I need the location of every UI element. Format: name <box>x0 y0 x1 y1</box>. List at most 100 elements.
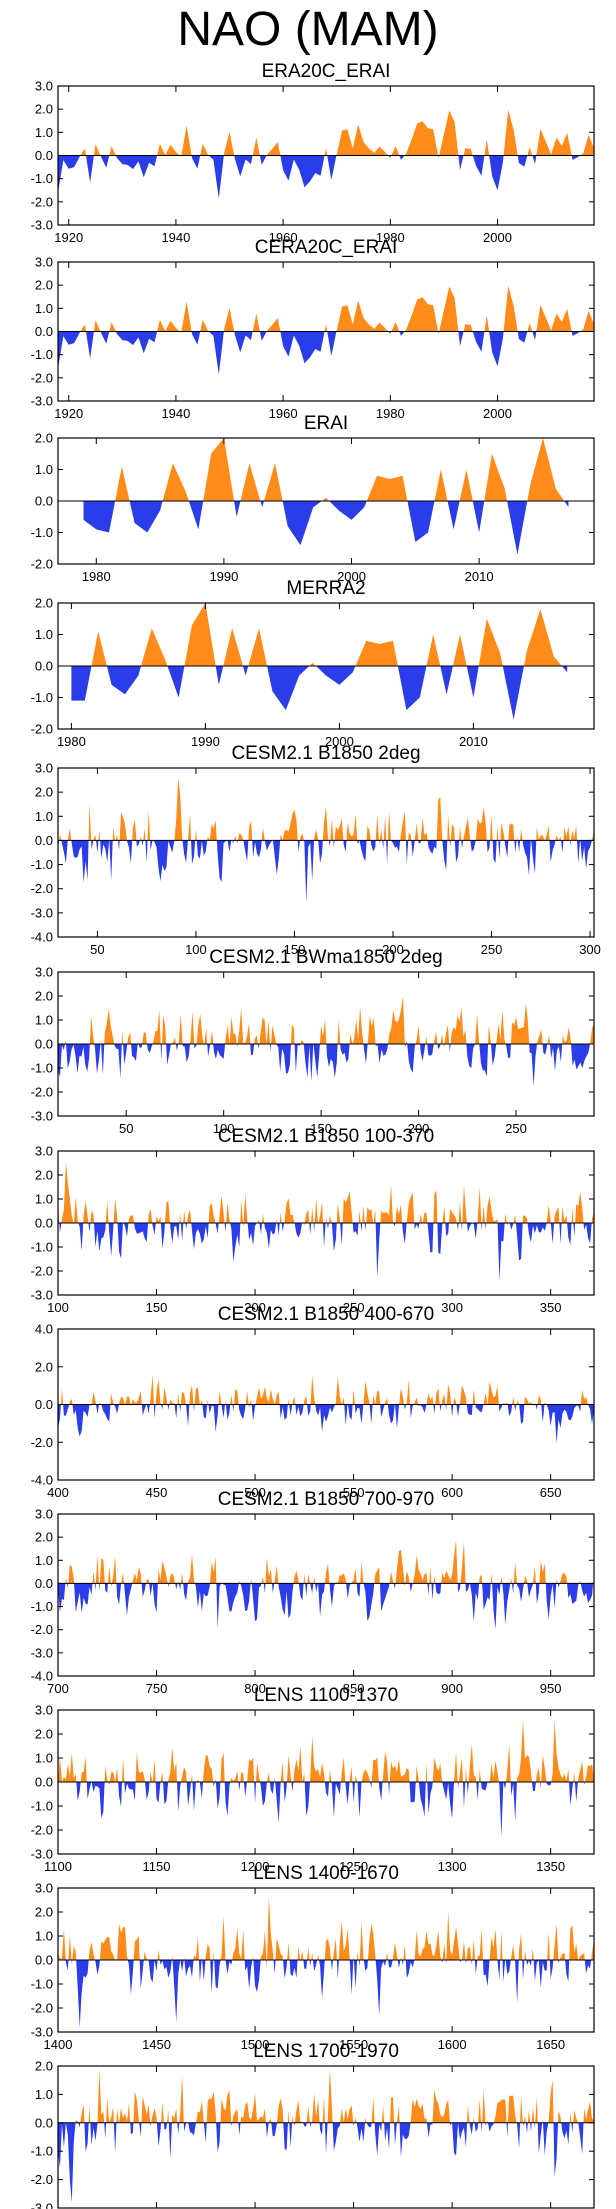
x-tick-label: 1650 <box>536 2037 565 2052</box>
positive-area <box>60 1374 589 1405</box>
chart-title: CESM2.1 B1850 100-370 <box>218 1126 435 1147</box>
x-tick-label: 900 <box>441 1681 463 1696</box>
x-tick-label: 750 <box>146 1681 168 1696</box>
chart-panel-4: MERRA2 2.0 1.0 0.0 -1.0 -2.0 1980 1990 2000 2010 <box>31 578 595 749</box>
x-tick-label: 1350 <box>536 1859 565 1874</box>
x-tick-label: 850 <box>343 1681 365 1696</box>
x-tick-label: 1250 <box>339 1859 368 1874</box>
y-tick-label: -4.0 <box>31 1669 53 1684</box>
y-tick-label: -1.0 <box>31 1799 53 1814</box>
series-area <box>58 285 594 375</box>
x-tick-label: 2000 <box>483 406 512 421</box>
y-tick-label: -3.0 <box>31 394 53 409</box>
x-tick-label: 200 <box>408 1121 430 1136</box>
chart-title: MERRA2 <box>286 578 365 599</box>
positive-area <box>65 2068 594 2123</box>
y-tick-label: 0.0 <box>35 2115 53 2130</box>
y-tick-label: 0.0 <box>35 1037 53 1052</box>
y-tick-label: 3.0 <box>35 1881 53 1896</box>
y-tick-label: -3.0 <box>31 2025 53 2040</box>
y-tick-label: 3.0 <box>35 965 53 980</box>
y-tick-label: -2.0 <box>31 1823 53 1838</box>
series-area <box>58 2068 594 2203</box>
y-tick-label: 0.0 <box>35 1576 53 1591</box>
y-tick-label: -2.0 <box>31 881 53 896</box>
x-tick-label: 600 <box>441 1485 463 1500</box>
x-tick-label: 150 <box>284 942 306 957</box>
y-tick-label: -3.0 <box>31 905 53 920</box>
y-tick-label: 1.0 <box>35 1751 53 1766</box>
negative-area <box>58 840 592 903</box>
positive-area <box>65 996 594 1044</box>
x-tick-label: 1980 <box>57 734 86 749</box>
y-tick-label: 3.0 <box>35 1703 53 1718</box>
chart-panel-9: CESM2.1 B1850 700-970 3.0 2.0 1.0 0.0 -1.0 -2.… <box>31 1489 595 1696</box>
x-tick-label: 100 <box>213 1121 235 1136</box>
x-tick-label: 950 <box>540 1681 562 1696</box>
y-tick-label: 0.0 <box>35 1216 53 1231</box>
y-tick-label: -3.0 <box>31 218 53 233</box>
plot-frame <box>57 2065 595 2209</box>
plot-frame <box>57 1513 595 1677</box>
y-tick-label: 1.0 <box>35 809 53 824</box>
negative-area <box>58 331 581 375</box>
series-area <box>58 1897 594 2028</box>
y-tick-label: 2.0 <box>35 1530 53 1545</box>
y-tick-label: -2.0 <box>31 1622 53 1637</box>
x-tick-label: 100 <box>185 942 207 957</box>
x-tick-label: 1920 <box>54 230 83 245</box>
y-tick-label: 1.0 <box>35 1192 53 1207</box>
negative-area <box>71 666 568 720</box>
y-tick-label: 1.0 <box>35 2087 53 2102</box>
x-tick-label: 800 <box>244 1681 266 1696</box>
y-tick-label: 3.0 <box>35 1507 53 1522</box>
y-tick-label: 0.0 <box>35 1397 53 1412</box>
y-tick-label: 1.0 <box>35 1013 53 1028</box>
y-tick-label: 0.0 <box>35 833 53 848</box>
x-tick-label: 1920 <box>54 406 83 421</box>
chart-title: CERA20C_ERAI <box>255 237 398 258</box>
chart-title: LENS 1400-1670 <box>253 1863 399 1884</box>
x-tick-label: 1980 <box>376 406 405 421</box>
positive-area <box>80 285 594 332</box>
x-tick-label: 150 <box>310 1121 332 1136</box>
y-tick-label: 1.0 <box>35 627 53 642</box>
x-tick-label: 1940 <box>161 230 190 245</box>
x-tick-label: 1450 <box>142 2037 171 2052</box>
y-tick-label: 2.0 <box>35 278 53 293</box>
y-tick-label: -1.0 <box>31 1977 53 1992</box>
y-tick-label: 4.0 <box>35 1322 53 1337</box>
x-tick-label: 550 <box>343 1485 365 1500</box>
y-tick-label: -1.0 <box>31 525 53 540</box>
x-tick-label: 1150 <box>143 1859 171 1874</box>
y-tick-label: 1.0 <box>35 1929 53 1944</box>
negative-area <box>58 1782 585 1837</box>
y-tick-label: 3.0 <box>35 1144 53 1159</box>
y-tick-label: 2.0 <box>35 1359 53 1374</box>
chart-panel-10: LENS 1100-13703.02.01.00.0-1.0-2.0-3.011… <box>31 1685 595 1874</box>
y-tick-label: -4.0 <box>31 930 53 945</box>
y-tick-label: 3.0 <box>35 255 53 270</box>
negative-area <box>65 1960 592 2028</box>
chart-panel-8: CESM2.1 B1850 400-670 4.0 2.0 0.0 -2.0 -4.040… <box>31 1304 595 1500</box>
y-tick-label: -3.0 <box>31 1288 53 1303</box>
negative-area <box>58 1583 594 1630</box>
x-tick-label: 200 <box>382 942 404 957</box>
x-tick-label: 1300 <box>438 1859 467 1874</box>
y-tick-label: -1.0 <box>31 2144 53 2159</box>
chart-panel-11: LENS 1400-16703.02.01.00.0-1.0-2.0-3.014… <box>31 1863 595 2052</box>
series-area <box>71 603 568 720</box>
x-tick-label: 50 <box>90 942 104 957</box>
x-tick-label: 1990 <box>209 569 238 584</box>
series-area <box>58 1539 594 1630</box>
positive-area <box>115 438 565 501</box>
series-area <box>58 996 594 1086</box>
y-tick-label: -1.0 <box>31 857 53 872</box>
chart-panel-5: CESM2.1 B1850 2deg 3.0 2.0 1.0 0.0 -1.0 -2.0 -3… <box>31 743 601 957</box>
negative-area <box>83 501 569 555</box>
x-tick-label: 250 <box>343 1300 365 1315</box>
chart-title: LENS 1700-1970 <box>253 2041 399 2062</box>
chart-title: ERAI <box>304 413 348 434</box>
negative-area <box>58 155 581 199</box>
